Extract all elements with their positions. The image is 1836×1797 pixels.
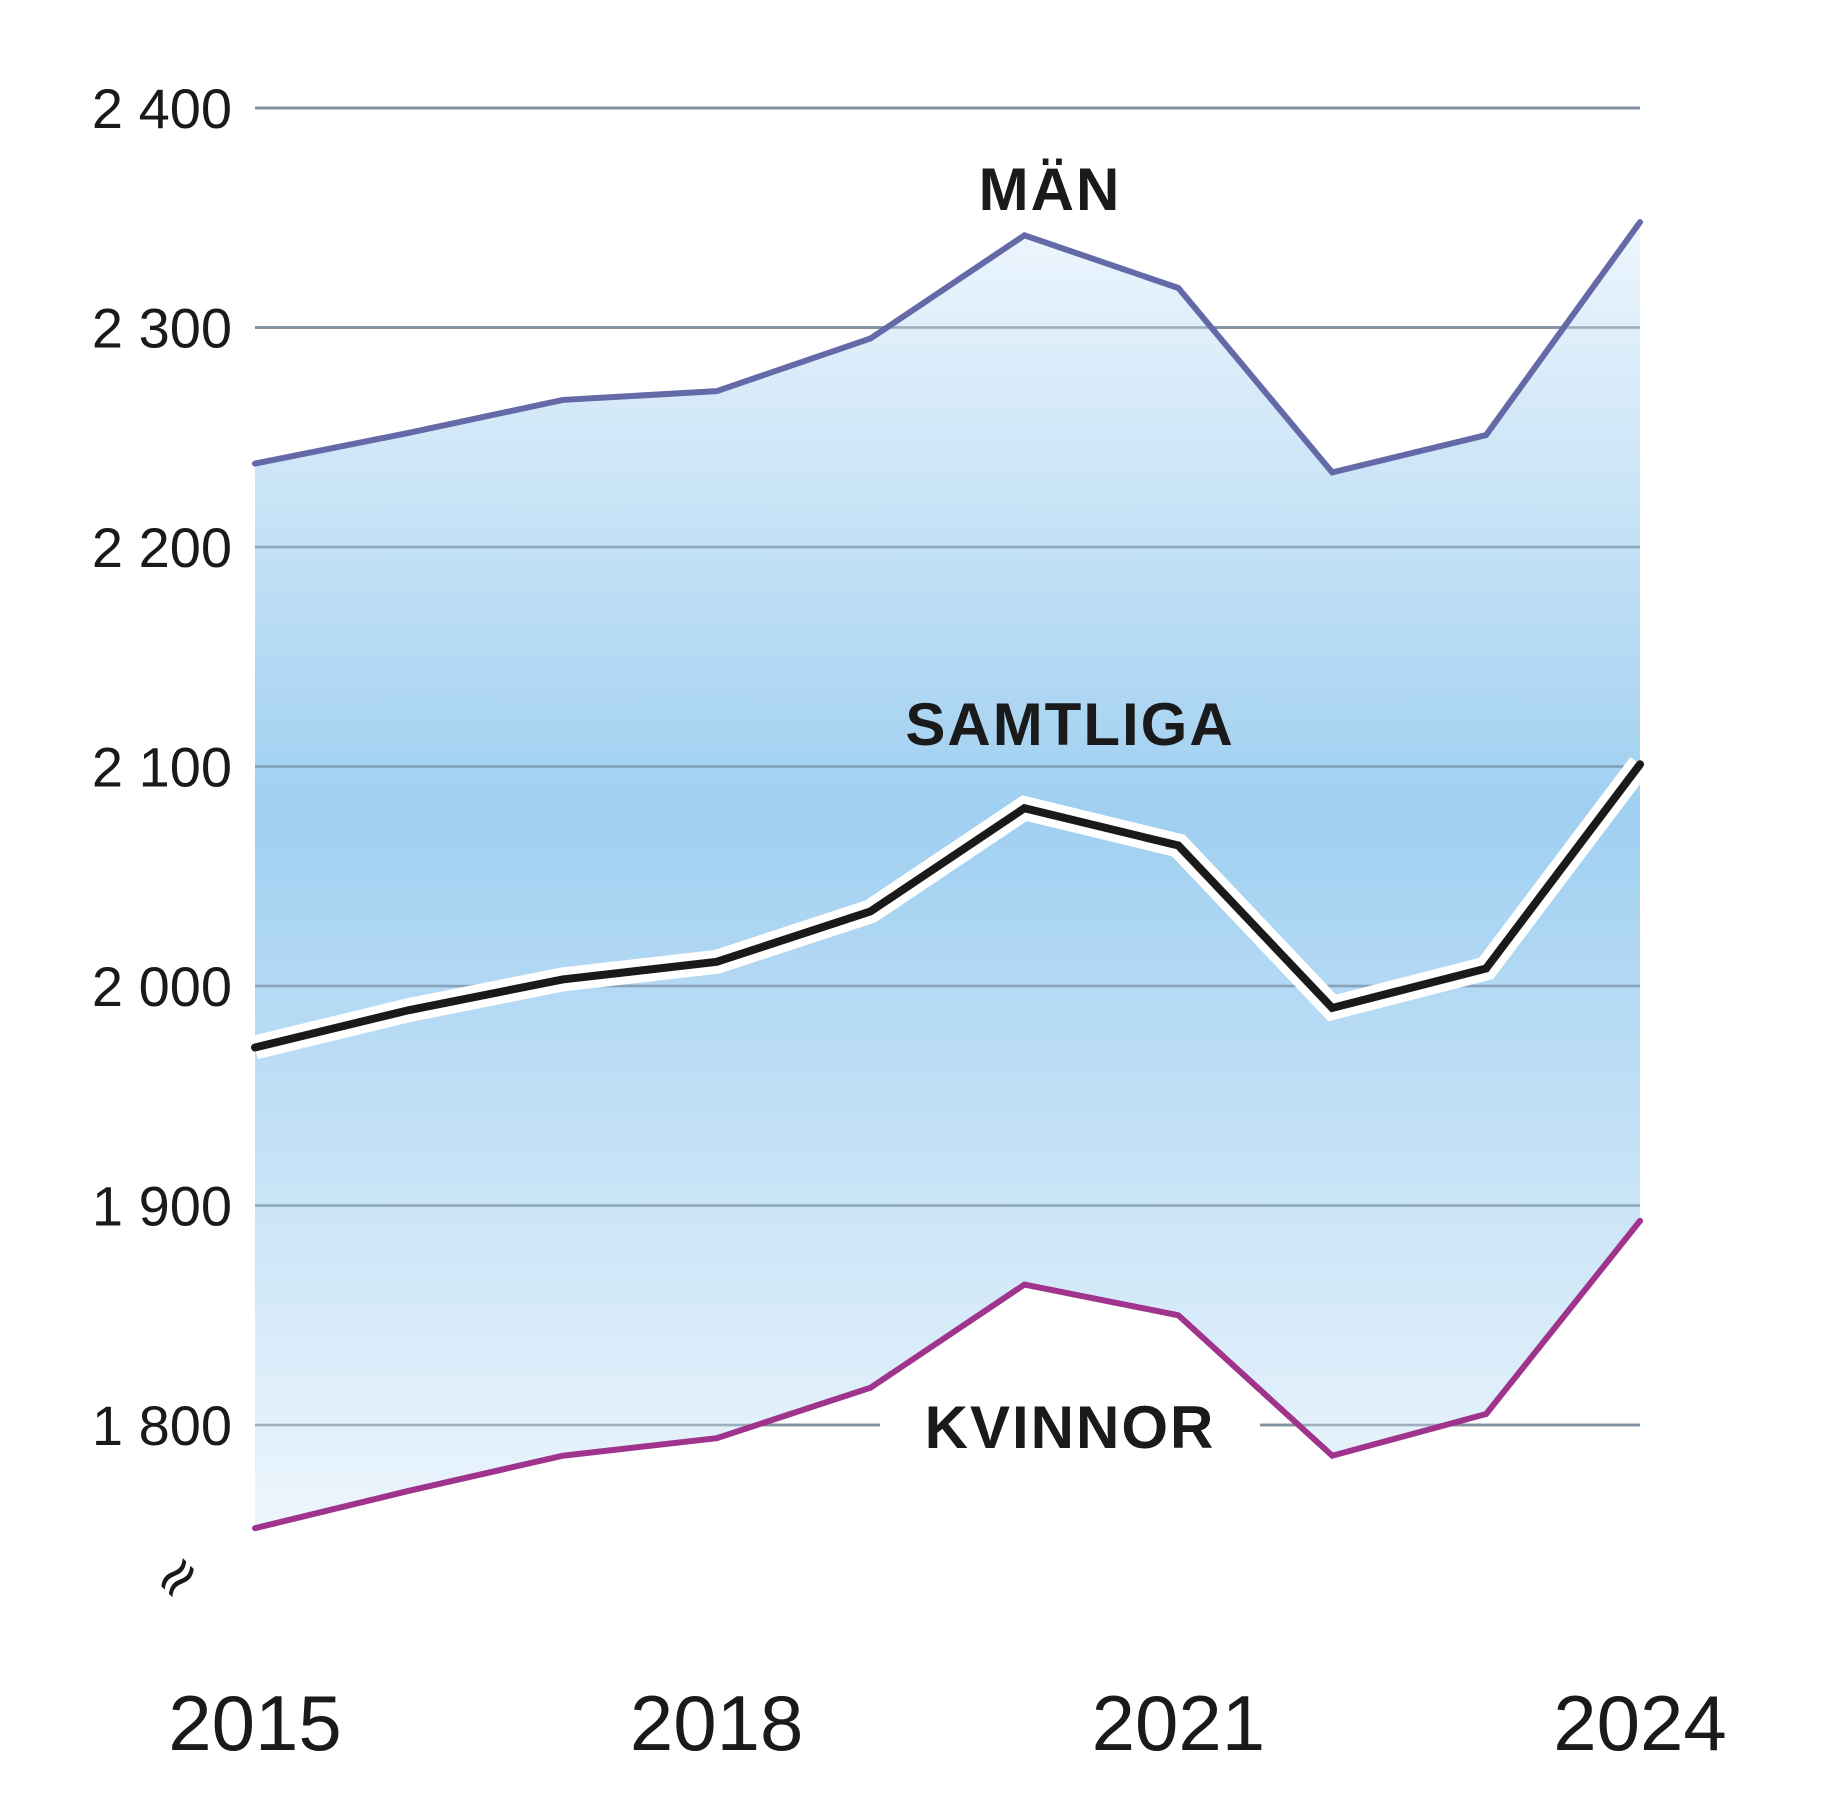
x-tick-label: 2015 xyxy=(168,1679,342,1767)
series-line-man xyxy=(252,219,1643,476)
x-axis-ticks: 2015 2018 2021 2024 xyxy=(168,1679,1727,1767)
range-band xyxy=(255,106,1640,1529)
x-tick-label: 2018 xyxy=(630,1679,804,1767)
y-tick-label: 1 900 xyxy=(92,1175,232,1238)
series-line-samtliga xyxy=(251,760,1644,1052)
axis-break-mark: ≈ xyxy=(137,1537,216,1616)
series-labels: MÄN SAMTLIGA KVINNOR xyxy=(880,156,1260,1465)
y-tick-label: 1 800 xyxy=(92,1394,232,1457)
series-line-kvinnor xyxy=(252,1217,1643,1532)
range-band-area xyxy=(255,222,1640,1529)
y-axis-ticks: 2 400 2 300 2 200 2 100 2 000 1 900 1 800 xyxy=(92,77,232,1457)
series-label-kvinnor: KVINNOR xyxy=(925,1394,1216,1461)
y-tick-label: 2 400 xyxy=(92,77,232,140)
series-lines xyxy=(251,219,1650,1532)
x-tick-label: 2024 xyxy=(1553,1679,1727,1767)
y-tick-label: 2 200 xyxy=(92,516,232,579)
series-label-man: MÄN xyxy=(979,156,1122,223)
y-tick-label: 2 000 xyxy=(92,955,232,1018)
y-tick-label: 2 100 xyxy=(92,736,232,799)
x-tick-label: 2021 xyxy=(1092,1679,1266,1767)
series-label-samtliga: SAMTLIGA xyxy=(905,691,1234,758)
label-backdrop xyxy=(880,1393,1260,1465)
y-tick-label: 2 300 xyxy=(92,297,232,360)
